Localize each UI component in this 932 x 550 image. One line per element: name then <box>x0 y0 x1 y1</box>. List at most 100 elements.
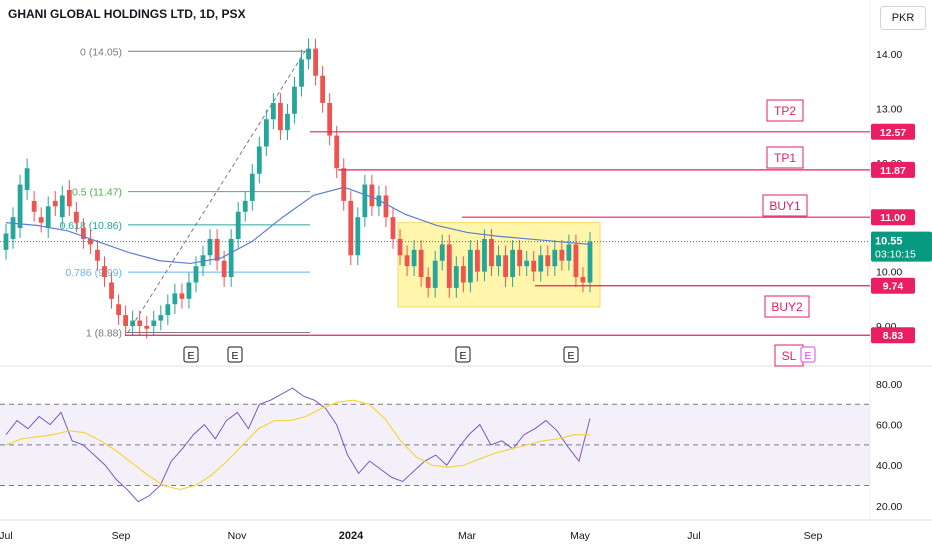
earnings-marker-label: E <box>459 350 466 362</box>
bar-countdown: 03:10:15 <box>875 249 916 261</box>
candle <box>17 184 23 229</box>
earnings-marker-label: E <box>231 350 238 362</box>
candle <box>446 244 452 288</box>
price-tick-label: 14.00 <box>876 49 902 61</box>
candle <box>397 238 403 256</box>
earnings-marker <box>800 346 816 363</box>
fib-level-label: 0.618 (10.86) <box>60 220 122 232</box>
earnings-marker-label: E <box>804 350 811 362</box>
level-tag: BUY1 <box>769 199 801 213</box>
candle <box>545 255 551 267</box>
candle <box>242 200 248 212</box>
x-tick-label: Mar <box>458 530 477 542</box>
x-tick-label: Sep <box>804 530 823 542</box>
candle <box>102 266 107 278</box>
candle <box>45 206 51 229</box>
level-tag-box <box>762 194 808 217</box>
candle <box>193 266 199 283</box>
candle <box>24 168 30 190</box>
candle <box>453 266 459 288</box>
level-tag-box <box>766 146 804 169</box>
level-price-label: 9.74 <box>883 281 904 293</box>
candle <box>383 195 389 218</box>
earnings-marker-label: E <box>187 350 194 362</box>
level-price-label: 11.00 <box>880 212 906 224</box>
candle <box>278 102 283 131</box>
x-tick-label: Jul <box>687 530 700 542</box>
candle <box>214 238 220 261</box>
candle <box>439 244 445 261</box>
candle <box>144 326 150 329</box>
level-tag-box <box>764 295 810 318</box>
candle <box>341 168 347 201</box>
x-tick-label: May <box>570 530 591 542</box>
candle <box>73 211 79 223</box>
rsi-tick-label: 80.00 <box>876 379 902 391</box>
rsi-ma-line <box>5 399 590 491</box>
level-price-badge <box>871 123 915 140</box>
candle <box>425 277 431 288</box>
candle <box>510 249 516 278</box>
candle <box>348 200 354 256</box>
candle <box>566 244 572 261</box>
x-tick-label: Nov <box>228 530 247 542</box>
last-price-label: 10.55 <box>875 236 903 248</box>
level-price-label: 8.83 <box>883 330 904 342</box>
candle <box>109 282 114 299</box>
moving-average-line <box>5 186 591 265</box>
level-price-badge <box>871 209 915 226</box>
candle <box>538 255 544 272</box>
candle <box>228 238 234 278</box>
candle <box>475 249 480 272</box>
candle <box>432 260 438 288</box>
candle <box>179 293 185 299</box>
candle <box>256 146 262 174</box>
candle <box>517 249 523 267</box>
candle <box>292 86 297 114</box>
currency-selector[interactable]: PKR <box>880 6 926 30</box>
candle <box>299 59 304 87</box>
x-tick-label: Jul <box>0 530 13 542</box>
candle <box>130 320 136 326</box>
candle <box>362 184 368 218</box>
candle <box>460 266 466 283</box>
fib-trend-line <box>127 51 306 333</box>
candle <box>418 249 424 278</box>
candle <box>80 228 86 239</box>
candle <box>552 249 558 267</box>
level-tag: TP1 <box>774 151 796 165</box>
candle <box>31 200 37 212</box>
candle <box>531 260 537 272</box>
level-price-badge <box>871 327 915 344</box>
candle <box>313 48 318 76</box>
candle <box>151 320 157 326</box>
candle <box>355 217 361 256</box>
candle <box>249 173 255 201</box>
candle <box>467 249 473 283</box>
level-price-label: 11.87 <box>880 165 906 177</box>
candle <box>263 119 269 147</box>
candle <box>390 217 396 239</box>
candle <box>503 255 508 278</box>
candle <box>404 255 410 267</box>
candle <box>285 113 290 131</box>
candle <box>369 184 375 207</box>
candle <box>334 135 340 169</box>
candle <box>306 48 311 60</box>
fib-level-label: 1 (8.88) <box>86 328 122 340</box>
rsi-tick-label: 40.00 <box>876 460 902 472</box>
candle <box>587 241 593 283</box>
rsi-line <box>5 387 591 503</box>
candle <box>524 260 530 267</box>
earnings-marker-label: E <box>567 350 574 362</box>
candle <box>207 238 213 256</box>
candle <box>52 200 58 207</box>
level-tag: TP2 <box>774 104 796 118</box>
earnings-marker <box>227 346 243 363</box>
x-tick-label: 2024 <box>339 530 364 542</box>
level-price-badge <box>871 277 915 294</box>
level-tag: BUY2 <box>771 300 803 314</box>
level-tag-box <box>766 99 804 122</box>
candle <box>496 255 501 267</box>
